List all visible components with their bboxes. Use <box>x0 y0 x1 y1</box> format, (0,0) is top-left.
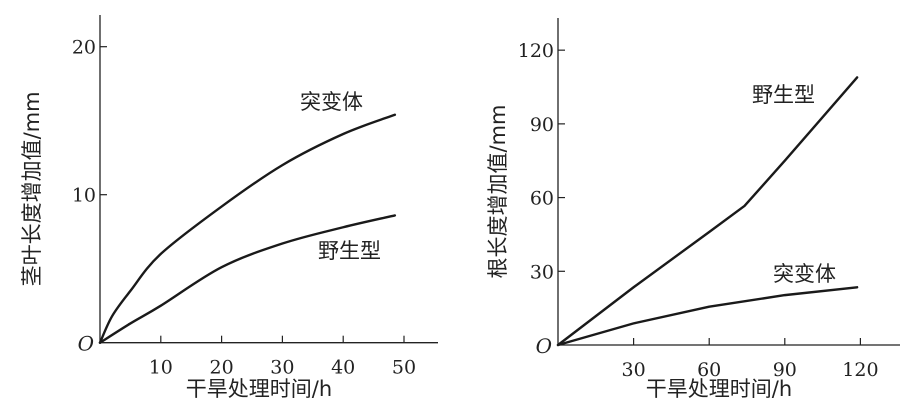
y-tick-label: 20 <box>72 37 96 59</box>
y-tick-label: 10 <box>72 185 96 207</box>
series-line-0 <box>556 76 859 347</box>
y-axis-label: 根长度增加值/mm <box>486 105 510 279</box>
series-label: 突变体 <box>773 262 836 286</box>
root-length-chart: O 30 60 90 120 30 60 90 120 干旱处理时间/h 根长度增加值/mm 野生型突… <box>486 18 900 401</box>
x-axis-label: 干旱处理时间/h <box>646 377 792 401</box>
origin-label: O <box>536 334 552 358</box>
x-tick-label: 60 <box>697 359 721 381</box>
series-line-1 <box>98 214 397 344</box>
series-line-1 <box>556 286 859 347</box>
series-line-0 <box>98 113 397 344</box>
x-tick-label: 30 <box>622 359 646 381</box>
series-label: 突变体 <box>300 90 363 114</box>
x-tick-label: 90 <box>773 359 797 381</box>
y-tick-label: 60 <box>530 188 554 210</box>
x-tick-label: 120 <box>842 359 878 381</box>
x-tick-label: 30 <box>270 357 294 379</box>
series-label: 野生型 <box>752 83 815 107</box>
y-tick-label: 120 <box>518 40 554 62</box>
x-tick-label: 50 <box>392 357 416 379</box>
y-tick-label: 90 <box>530 114 554 136</box>
y-axis-label: 茎叶长度增加值/mm <box>20 91 44 286</box>
x-tick-label: 10 <box>149 357 173 379</box>
series-label: 野生型 <box>318 239 381 263</box>
y-tick-label: 30 <box>530 261 554 283</box>
x-tick-label: 20 <box>210 357 234 379</box>
x-axis-label: 干旱处理时间/h <box>186 377 332 401</box>
x-tick-label: 40 <box>331 357 355 379</box>
origin-label: O <box>78 332 94 356</box>
